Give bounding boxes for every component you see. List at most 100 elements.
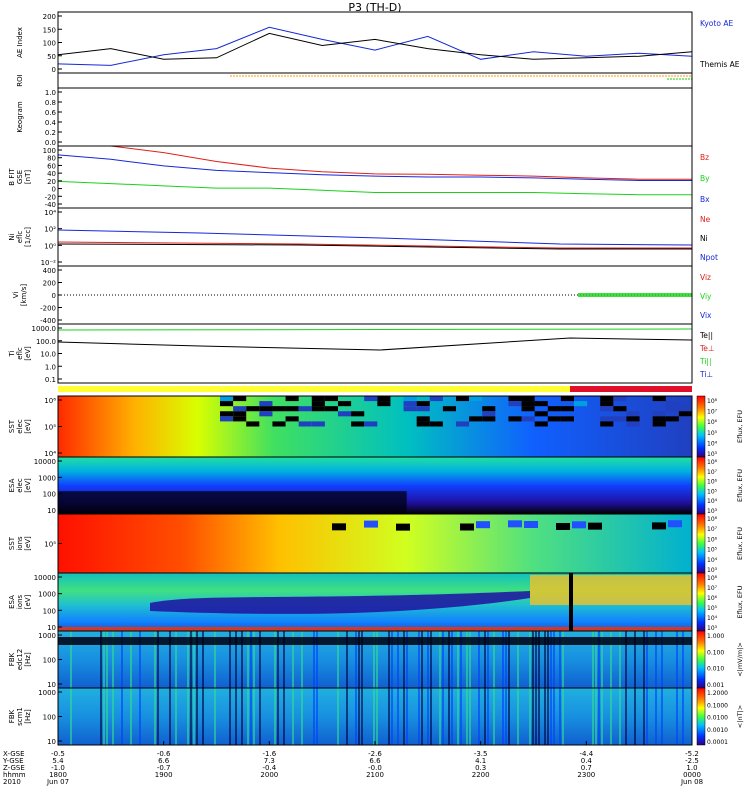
fbk_s-stripe	[154, 688, 156, 745]
fbk_e-stripe	[427, 631, 429, 688]
fbk_s-stripe	[493, 688, 495, 745]
x-column-value: Jun 07	[46, 778, 69, 786]
fbk_s-stripe	[247, 688, 249, 745]
fbk_s-stripe	[355, 688, 357, 745]
fbk_e-stripe	[682, 631, 684, 688]
fbk_s-stripe	[169, 688, 171, 745]
x-column-value: 5.4	[52, 757, 64, 765]
ylabel-sst_i: SSTions[eV]	[8, 536, 32, 551]
sst-e-pixel	[521, 401, 535, 407]
ytick-label-esa_e: 10000	[34, 458, 56, 466]
esa-i-dark-tongue	[150, 591, 530, 614]
ytick-label-vi: -400	[40, 317, 56, 325]
data-lines-layer	[57, 26, 693, 351]
x-column-value: 7.3	[264, 757, 275, 765]
fbk_s-stripe	[655, 688, 657, 745]
sst-e-pixel	[377, 401, 391, 407]
fbk_e-stripe	[646, 631, 648, 688]
colorbar-label: Eflux, EFU	[736, 469, 744, 502]
fbk_e-stripe	[253, 631, 255, 688]
colorbar-tick: 1.000	[707, 633, 724, 640]
fbk_e-stripe	[202, 631, 204, 688]
x-column-value: -0.6	[157, 750, 171, 758]
sst-i-pixel	[524, 520, 538, 528]
fbk_e-stripe	[550, 631, 552, 688]
sst-e-pixel	[600, 416, 614, 422]
fbk_s-stripe	[451, 688, 453, 745]
colorbar-2	[696, 513, 706, 574]
sst-e-pixel	[272, 406, 286, 412]
ytick-label-vi: 400	[43, 267, 56, 275]
fbk_e-stripe	[547, 631, 549, 688]
fbk_e-stripe	[229, 631, 231, 688]
x-column-value: -0.5	[51, 750, 65, 758]
fbk_s-stripe	[337, 688, 339, 745]
fbk_e-stripe	[373, 631, 375, 688]
colorbar-4	[696, 630, 706, 689]
fbk_s-stripe	[487, 688, 489, 745]
fbk_s-stripe	[532, 688, 534, 745]
series-by	[57, 180, 692, 196]
fbk_s-stripe	[406, 688, 408, 745]
fbk_e-stripe	[130, 631, 132, 688]
legend-bfit: Bx	[700, 195, 710, 204]
fbk_e-stripe	[655, 631, 657, 688]
ylabel-bfit: B FITGSE[nT]	[8, 168, 32, 186]
sst-e-pixel	[233, 411, 247, 417]
colorbar-tick: 1.2000	[707, 690, 728, 697]
fbk_e-stripe	[592, 631, 594, 688]
fbk_s-stripe	[676, 688, 678, 745]
fbk_e-stripe	[355, 631, 357, 688]
series-bz	[58, 145, 692, 180]
panel-frame-bfit	[57, 145, 693, 209]
sst-e-pixel	[508, 416, 522, 422]
fbk_s-stripe	[139, 688, 141, 745]
fbk_s-stripe	[460, 688, 462, 745]
sst-e-pixel	[560, 396, 574, 402]
fbk_e-stripe	[508, 631, 510, 688]
sst-i-pixel	[460, 523, 474, 531]
colorbar-5	[696, 687, 706, 746]
ytick-label-esa_e: 10	[47, 507, 56, 515]
sst-e-pixel	[364, 421, 378, 427]
sst-i-pixel	[364, 520, 378, 528]
x-column-value: 2200	[472, 771, 490, 779]
sst-e-pixel	[547, 416, 561, 422]
fbk_s-stripe	[193, 688, 195, 745]
fbk_s-stripe	[544, 688, 546, 745]
ytick-label-ni: 10²	[44, 226, 56, 234]
sst-e-pixel	[560, 416, 574, 422]
x-column-value: 0.3	[475, 764, 486, 772]
colorbar-tick: 0.001	[707, 682, 724, 689]
x-row-label: Z-GSE	[3, 764, 25, 772]
fbk_s-stripe	[235, 688, 237, 745]
panel-frame-roi	[57, 72, 693, 89]
sst-e-pixel	[600, 406, 614, 412]
sst-e-pixel	[613, 396, 627, 402]
sst-e-pixel	[285, 416, 299, 422]
fbk_e-stripe	[301, 631, 303, 688]
colorbar-tick: 10³	[707, 451, 718, 458]
ytick-label-esa_i: 1000	[38, 591, 56, 599]
colorbar-tick: 10⁸	[707, 459, 718, 466]
ytick-label-esa_i: 10000	[34, 574, 56, 582]
sst-e-pixel	[456, 421, 470, 427]
sst-e-pixel	[324, 396, 338, 402]
ni-ne-trace	[57, 241, 692, 249]
panel-frame-ae	[57, 11, 693, 74]
fbk_e-stripe	[316, 631, 318, 688]
ytick-label-bfit: -20	[45, 193, 56, 201]
fbk_s-stripe	[391, 688, 393, 745]
sst-e-pixel	[416, 401, 430, 407]
fbk_s-stripe	[241, 688, 243, 745]
colorbar-3	[696, 572, 706, 632]
sst-e-pixel	[652, 396, 666, 402]
colorbar-tick: 10⁶	[707, 419, 718, 426]
colorbar-tick: 10⁸	[707, 575, 718, 582]
fbk_e-stripe	[358, 631, 360, 688]
ytick-label-sst_e: 10⁴	[44, 450, 56, 458]
colorbar-tick: 0.0001	[707, 739, 728, 746]
fbk_s-stripe	[403, 688, 405, 745]
ylabel-line: eflc	[16, 347, 24, 360]
